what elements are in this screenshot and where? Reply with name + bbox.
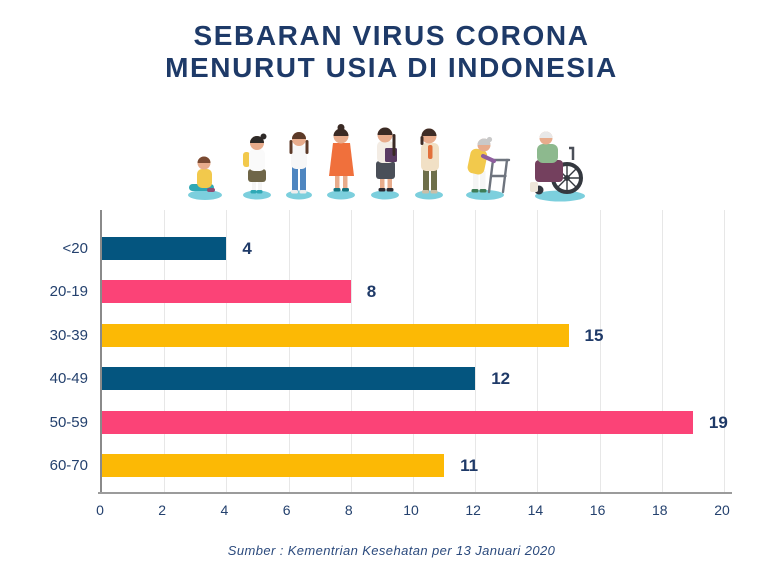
x-tick-label-12: 12 [465,502,481,518]
elderly-in-wheelchair-figure [529,131,583,195]
young-woman-orange-dress-figure [328,124,354,192]
category-axis-labels: <20 20-19 30-39 40-49 50-59 60-70 [0,210,88,492]
title-line-2: MENURUT USIA DI INDONESIA [165,52,618,84]
bar-<20 [102,237,227,260]
bar-value-label: 15 [584,325,604,345]
teenager-figure [289,132,308,194]
gridline-4 [226,210,228,492]
bar-20-19 [102,280,351,304]
page-title: SEBARAN VIRUS CORONA MENURUT USIA DI INDO… [0,20,783,85]
category-label: 50-59 [49,413,88,431]
bar-40-49 [102,367,476,391]
shadow-ellipse [370,190,399,200]
x-tick-label-4: 4 [220,502,229,518]
shadow-ellipse [326,190,355,200]
source-caption: Sumber : Kementrian Kesehatan per 13 Jan… [227,543,556,558]
x-tick-label-8: 8 [344,502,353,518]
gridline-14 [537,210,539,492]
bar-50-59 [102,410,693,434]
age-progression-svg [187,124,585,202]
category-label: 20-19 [49,283,88,301]
x-tick-label-18: 18 [652,502,668,518]
senior-with-walker-figure [467,136,510,194]
shadow-ellipse [285,190,312,200]
wheelchair-mat [534,190,585,202]
category-label: <20 [62,240,88,257]
gridline-8 [350,210,352,492]
gridline-12 [475,210,477,492]
category-label: 30-39 [49,326,88,344]
plot-area: 4 8 15 12 19 11 [100,210,728,492]
bar-value-label: 8 [366,282,377,302]
x-tick-label-6: 6 [282,502,291,518]
x-tick-label-10: 10 [403,502,419,518]
sitting-child-figure [188,156,215,192]
x-axis-line [98,492,732,494]
gridline-2 [164,210,166,492]
x-tick-label-20: 20 [714,502,730,518]
shadow-ellipse [187,190,222,200]
x-tick-label-14: 14 [527,502,544,518]
age-progression-illustration [177,90,607,202]
gridline-20 [724,210,725,492]
category-label: 40-49 [49,370,88,388]
bar-60-70 [102,454,445,477]
walker-frame [487,158,510,194]
gridline-18 [661,210,663,492]
adult-woman-with-folder-figure [375,127,397,192]
bar-30-39 [102,323,569,347]
category-label: 60-70 [49,457,88,474]
gridline-6 [288,210,290,492]
x-tick-label-2: 2 [158,502,167,518]
school-girl-figure [242,133,266,194]
gridline-10 [413,210,414,492]
bar-value-label: 12 [491,369,511,389]
bar-value-label: 11 [460,456,479,475]
bar-value-label: 4 [242,239,252,258]
title-line-1: SEBARAN VIRUS CORONA [193,20,590,51]
x-tick-label-16: 16 [589,502,606,518]
x-axis-tick-labels: 0 2 4 6 8 10 12 14 16 18 20 [96,502,730,522]
shadow-ellipse [242,190,271,200]
gridline-16 [599,210,601,492]
bar-value-label: 19 [708,412,728,432]
x-tick-label-0: 0 [96,502,104,518]
middle-aged-woman-blazer-figure [420,128,439,194]
